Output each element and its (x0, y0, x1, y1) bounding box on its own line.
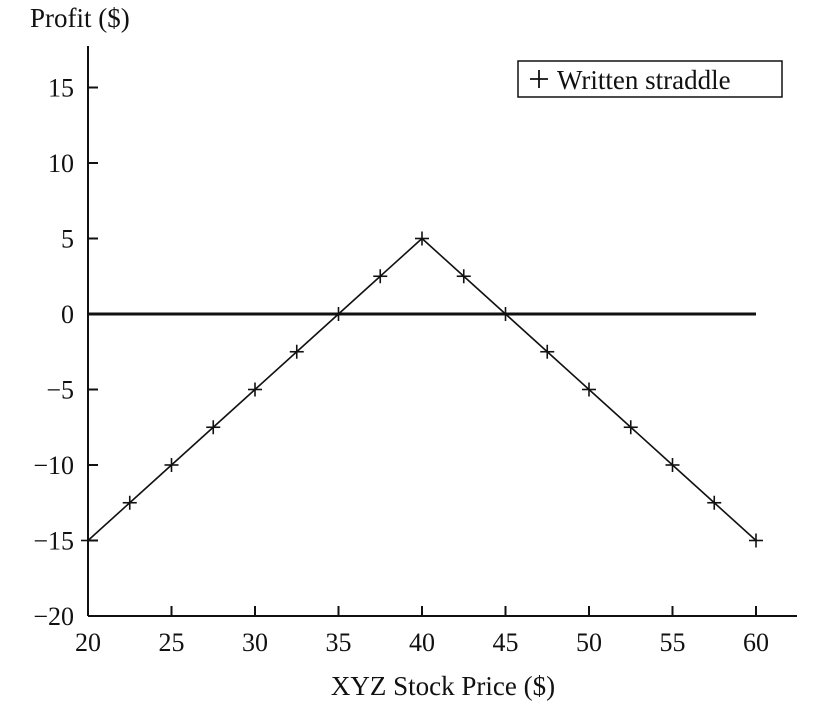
y-tick-label: 15 (48, 74, 74, 103)
x-tick-label: 35 (326, 628, 352, 657)
y-tick-label: 5 (61, 225, 74, 254)
y-tick-label: −15 (33, 527, 74, 556)
y-tick-label: −5 (46, 376, 74, 405)
y-ticks: 15 10 5 0 −5 −10 −15 −20 (33, 74, 98, 631)
data-point (456, 269, 471, 284)
x-tick-label: 60 (743, 628, 769, 657)
legend-marker (530, 70, 548, 88)
data-point (206, 420, 221, 435)
data-point (289, 344, 304, 359)
legend-box (517, 60, 783, 98)
data-point (749, 533, 763, 548)
data-point (498, 307, 513, 321)
x-tick-label: 45 (493, 628, 519, 657)
y-tick-label: 10 (48, 149, 74, 178)
data-point (122, 495, 137, 510)
data-point (415, 231, 429, 246)
data-point (81, 533, 95, 548)
data-point (164, 458, 179, 472)
x-tick-label: 40 (409, 628, 435, 657)
data-point (582, 382, 596, 397)
x-tick-label: 30 (242, 628, 268, 657)
y-tick-label: −20 (33, 602, 74, 631)
x-tick-label: 50 (576, 628, 602, 657)
data-point (665, 458, 680, 472)
x-ticks: 20 25 30 35 40 45 50 55 60 (75, 606, 769, 657)
x-tick-label: 25 (159, 628, 185, 657)
series-line (87, 237, 757, 542)
data-point (623, 420, 638, 435)
y-tick-label: −10 (33, 451, 74, 480)
data-point (248, 382, 262, 397)
data-point (373, 269, 388, 284)
legend-label: Written straddle (557, 65, 731, 95)
series-written-straddle (81, 231, 763, 548)
x-axis-title: XYZ Stock Price ($) (331, 671, 555, 701)
y-tick-label: 0 (61, 300, 74, 329)
data-point (707, 495, 722, 510)
x-tick-label: 20 (75, 628, 101, 657)
data-point (540, 344, 555, 359)
y-axis-title: Profit ($) (30, 3, 130, 33)
legend: Written straddle (517, 60, 783, 98)
x-tick-label: 55 (660, 628, 686, 657)
data-point (331, 307, 346, 321)
